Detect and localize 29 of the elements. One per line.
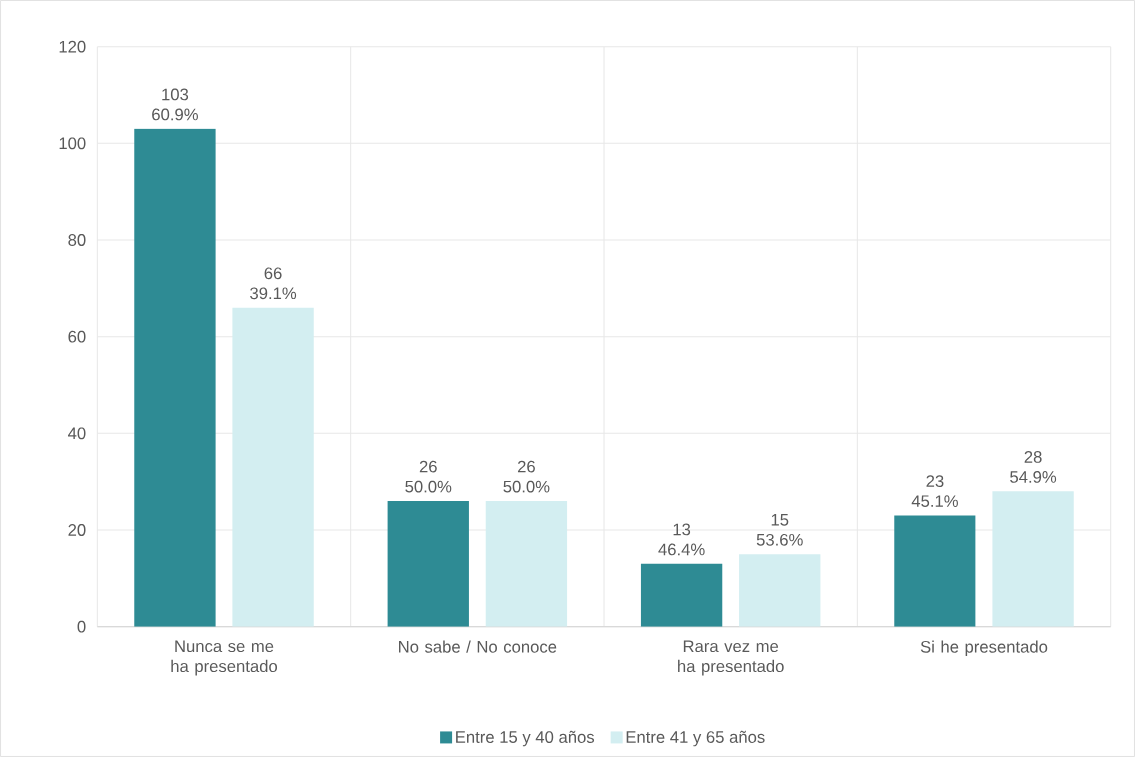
y-tick-label: 40: [68, 427, 86, 440]
y-tick-label: 100: [59, 137, 86, 150]
legend-label: Entre 15 y 40 años: [456, 730, 595, 747]
bar: [640, 563, 723, 627]
bar: [232, 307, 314, 627]
data-label: 103 60.9%: [152, 88, 198, 121]
bar: [992, 491, 1074, 627]
bar: [485, 501, 568, 627]
x-tick-label: Rara vez me ha presentado: [678, 640, 784, 676]
bar: [387, 501, 469, 627]
data-label: 13 46.4%: [658, 523, 705, 556]
bar: [739, 554, 821, 627]
data-label: 15 53.6%: [756, 514, 803, 546]
legend-label: Entre 41 y 65 años: [626, 730, 765, 747]
bar: [894, 515, 976, 627]
bar: [134, 128, 216, 627]
data-label: 23 45.1%: [911, 475, 958, 508]
y-tick-label: 120: [59, 40, 86, 53]
x-tick-label: Nunca se me ha presentado: [171, 640, 278, 676]
data-label: 66 39.1%: [250, 267, 297, 300]
data-label: 28 54.9%: [1010, 451, 1057, 483]
y-tick-label: 60: [68, 330, 86, 343]
data-label: 26 50.0%: [405, 460, 452, 493]
data-label: 26 50.0%: [503, 460, 550, 493]
y-tick-label: 20: [68, 524, 86, 536]
y-tick-label: 80: [68, 234, 86, 246]
x-tick-label: Si he presentado: [920, 640, 1048, 657]
y-tick-label: 0: [77, 620, 86, 633]
x-tick-label: No sabe / No conoce: [399, 640, 557, 653]
